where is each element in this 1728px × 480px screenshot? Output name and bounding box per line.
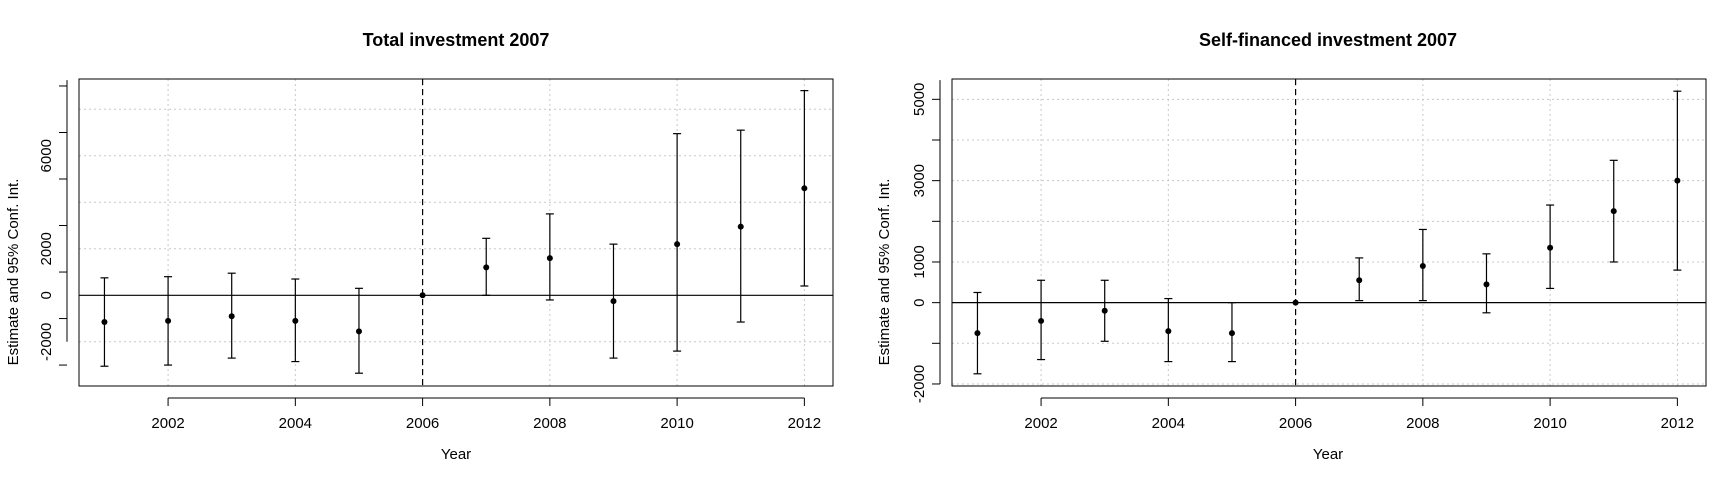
point-estimate <box>974 330 981 337</box>
x-tick-label: 2008 <box>1406 415 1439 432</box>
grid <box>79 79 833 386</box>
point-estimate <box>1610 208 1617 215</box>
x-axis-title: Year <box>441 446 471 463</box>
axes: 2002 2004 2006 2008 2010 2012 -2000 0 1000 3000 50… <box>911 80 1694 432</box>
x-tick-label: 2010 <box>1533 415 1566 432</box>
x-tick-label: 2002 <box>1024 415 1057 432</box>
error-bar-series <box>973 90 1682 375</box>
chart-title: Total investment 2007 <box>363 30 550 50</box>
point-estimate <box>546 255 553 262</box>
point-estimate <box>1038 317 1045 324</box>
y-axis-title: Estimate and 95% Conf. Int. <box>5 179 22 366</box>
point-estimate <box>1228 330 1235 337</box>
y-tick-label: 0 <box>911 298 928 306</box>
point-estimate <box>801 185 808 192</box>
y-tick-label: -2000 <box>38 323 55 361</box>
plot-frame <box>78 78 834 387</box>
y-tick-label: 2000 <box>38 232 55 265</box>
y-tick-label: 6000 <box>38 139 55 172</box>
error-bar-series <box>100 90 809 374</box>
point-estimate <box>1674 177 1681 184</box>
point-estimate <box>1547 244 1554 251</box>
panel-self-financed-investment: Self-financed investment 2007 Year Estim… <box>876 30 1707 463</box>
grid <box>952 79 1706 386</box>
point-estimate <box>1292 299 1299 306</box>
point-estimate <box>1419 263 1426 270</box>
reference-lines <box>952 79 1706 386</box>
x-tick-label: 2010 <box>660 415 693 432</box>
x-tick-label: 2012 <box>788 415 821 432</box>
x-tick-label: 2006 <box>1279 415 1312 432</box>
panel-total-investment: Total investment 2007 Year Estimate and … <box>5 30 834 463</box>
point-estimate <box>292 317 299 324</box>
point-estimate <box>101 319 108 326</box>
x-axis-title: Year <box>1313 446 1343 463</box>
y-tick-label: 1000 <box>911 245 928 278</box>
plot-frame <box>951 78 1707 387</box>
y-tick-label: 3000 <box>911 164 928 197</box>
y-tick-label: 0 <box>38 291 55 299</box>
point-estimate <box>610 298 617 305</box>
point-estimate <box>1483 281 1490 288</box>
chart-title: Self-financed investment 2007 <box>1199 30 1457 50</box>
axes: 2002 2004 2006 2008 2010 2012 -2000 0 2000 6000 <box>38 80 821 432</box>
point-estimate <box>483 264 490 271</box>
x-tick-label: 2002 <box>151 415 184 432</box>
x-tick-label: 2006 <box>406 415 439 432</box>
point-estimate <box>737 223 744 230</box>
x-tick-label: 2008 <box>533 415 566 432</box>
point-estimate <box>165 317 172 324</box>
point-estimate <box>228 313 235 320</box>
y-tick-label: -2000 <box>911 365 928 403</box>
point-estimate <box>1101 307 1108 314</box>
x-tick-label: 2004 <box>279 415 312 432</box>
point-estimate <box>355 328 362 335</box>
x-tick-label: 2004 <box>1152 415 1185 432</box>
point-estimate <box>1356 277 1363 284</box>
reference-lines <box>79 79 833 386</box>
point-estimate <box>674 241 681 248</box>
point-estimate <box>419 292 426 299</box>
y-axis-title: Estimate and 95% Conf. Int. <box>876 179 893 366</box>
y-tick-label: 5000 <box>911 83 928 116</box>
x-tick-label: 2012 <box>1661 415 1694 432</box>
point-estimate <box>1165 328 1172 335</box>
